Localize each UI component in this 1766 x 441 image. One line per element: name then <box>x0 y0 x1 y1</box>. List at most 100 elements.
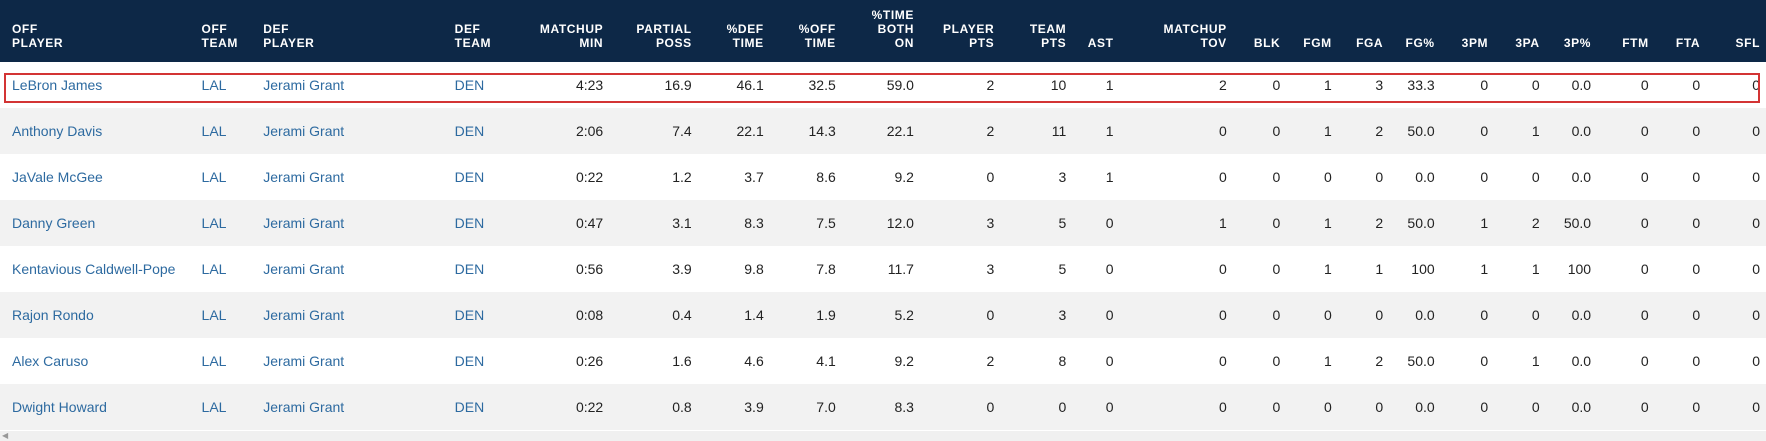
cell-off-player[interactable]: Rajon Rondo <box>12 307 94 323</box>
cell-player-pts: 0 <box>986 307 995 323</box>
cell-pct-def-time: 46.1 <box>736 77 764 93</box>
col-header-ftm[interactable]: FTM <box>1622 36 1649 50</box>
cell-def-team[interactable]: DEN <box>454 307 485 323</box>
cell-off-team[interactable]: LAL <box>201 77 227 93</box>
cell-fgm: 1 <box>1323 123 1332 139</box>
cell-3pm: 0 <box>1480 307 1489 323</box>
horizontal-scrollbar[interactable]: ◀ <box>0 431 1766 441</box>
cell-fga: 2 <box>1375 353 1384 369</box>
cell-off-team[interactable]: LAL <box>201 353 227 369</box>
cell-def-team[interactable]: DEN <box>454 399 485 415</box>
scroll-left-arrow-icon[interactable]: ◀ <box>2 431 9 440</box>
cell-pct-off-time: 7.5 <box>816 215 836 231</box>
col-header-ast[interactable]: AST <box>1087 36 1114 50</box>
cell-off-player[interactable]: Alex Caruso <box>12 353 89 369</box>
cell-fga: 0 <box>1375 307 1384 323</box>
cell-off-team[interactable]: LAL <box>201 215 227 231</box>
col-header-pct-time-both-on[interactable]: %TIME BOTH ON <box>871 8 914 50</box>
cell-def-player[interactable]: Jerami Grant <box>263 215 345 231</box>
cell-matchup-tov: 1 <box>1219 215 1227 231</box>
cell-3pa: 1 <box>1531 261 1540 277</box>
cell-fta: 0 <box>1692 77 1701 93</box>
cell-fg-pct: 33.3 <box>1407 77 1435 93</box>
cell-fg-pct: 0.0 <box>1415 307 1435 323</box>
col-header-sfl[interactable]: SFL <box>1735 36 1760 50</box>
cell-fga: 3 <box>1375 77 1384 93</box>
col-header-fgm[interactable]: FGM <box>1303 36 1332 50</box>
col-header-fta[interactable]: FTA <box>1675 36 1701 50</box>
cell-matchup-tov: 2 <box>1219 77 1227 93</box>
cell-blk: 0 <box>1272 123 1281 139</box>
cell-def-player[interactable]: Jerami Grant <box>263 399 345 415</box>
cell-off-team[interactable]: LAL <box>201 261 227 277</box>
cell-def-player[interactable]: Jerami Grant <box>263 307 345 323</box>
cell-off-team[interactable]: LAL <box>201 307 227 323</box>
col-header-partial-poss[interactable]: PARTIAL POSS <box>636 22 692 50</box>
col-header-pct-off-time[interactable]: %OFF TIME <box>798 22 836 50</box>
col-header-pct-def-time[interactable]: %DEF TIME <box>726 22 764 50</box>
col-header-def-player[interactable]: DEF PLAYER <box>263 22 315 50</box>
col-header-3pa[interactable]: 3PA <box>1515 36 1540 50</box>
cell-ast: 0 <box>1105 399 1114 415</box>
cell-matchup-min: 0:56 <box>575 261 604 277</box>
cell-off-player[interactable]: JaVale McGee <box>12 169 103 185</box>
col-header-3pm[interactable]: 3PM <box>1461 36 1489 50</box>
col-header-fga[interactable]: FGA <box>1356 36 1384 50</box>
cell-def-team[interactable]: DEN <box>454 123 485 139</box>
cell-ast: 0 <box>1105 215 1114 231</box>
cell-off-team[interactable]: LAL <box>201 169 227 185</box>
col-header-blk[interactable]: BLK <box>1253 36 1281 50</box>
cell-team-pts: 5 <box>1058 215 1067 231</box>
cell-def-player[interactable]: Jerami Grant <box>263 261 345 277</box>
cell-def-team[interactable]: DEN <box>454 77 485 93</box>
cell-def-player[interactable]: Jerami Grant <box>263 169 345 185</box>
cell-3p-pct: 0.0 <box>1571 77 1592 93</box>
cell-def-team[interactable]: DEN <box>454 169 485 185</box>
cell-ftm: 0 <box>1640 123 1649 139</box>
col-header-player-pts[interactable]: PLAYER PTS <box>943 22 995 50</box>
cell-fgm: 0 <box>1323 399 1332 415</box>
col-header-matchup-tov[interactable]: MATCHUP TOV <box>1163 22 1227 50</box>
cell-pct-off-time: 14.3 <box>808 123 836 139</box>
cell-player-pts: 2 <box>986 77 995 93</box>
cell-def-player[interactable]: Jerami Grant <box>263 353 345 369</box>
col-header-fg-pct[interactable]: FG% <box>1405 36 1435 50</box>
cell-def-player[interactable]: Jerami Grant <box>263 123 345 139</box>
cell-matchup-min: 0:26 <box>575 353 604 369</box>
cell-def-team[interactable]: DEN <box>454 215 485 231</box>
cell-off-player[interactable]: Dwight Howard <box>12 399 107 415</box>
cell-matchup-tov: 0 <box>1219 169 1227 185</box>
cell-3pm: 1 <box>1480 261 1489 277</box>
col-header-matchup-min[interactable]: MATCHUP MIN <box>539 22 604 50</box>
cell-sfl: 0 <box>1752 77 1760 93</box>
cell-partial-poss: 1.2 <box>672 169 692 185</box>
cell-def-player[interactable]: Jerami Grant <box>263 77 345 93</box>
cell-3pm: 1 <box>1480 215 1489 231</box>
cell-fgm: 0 <box>1323 307 1332 323</box>
col-header-3p-pct[interactable]: 3P% <box>1563 36 1592 50</box>
cell-matchup-tov: 0 <box>1219 261 1227 277</box>
cell-pct-off-time: 7.8 <box>816 261 836 277</box>
col-header-off-player[interactable]: OFF PLAYER <box>12 22 64 50</box>
cell-partial-poss: 0.8 <box>672 399 692 415</box>
col-header-def-team[interactable]: DEF TEAM <box>454 22 492 50</box>
col-header-team-pts[interactable]: TEAM PTS <box>1029 22 1067 50</box>
cell-player-pts: 3 <box>986 261 995 277</box>
cell-off-team[interactable]: LAL <box>201 399 227 415</box>
cell-3pm: 0 <box>1480 169 1489 185</box>
cell-partial-poss: 7.4 <box>672 123 692 139</box>
col-header-off-team[interactable]: OFF TEAM <box>201 22 238 50</box>
cell-fg-pct: 0.0 <box>1415 169 1435 185</box>
cell-off-team[interactable]: LAL <box>201 123 227 139</box>
cell-matchup-min: 0:22 <box>575 169 604 185</box>
cell-ast: 0 <box>1105 353 1114 369</box>
cell-3p-pct: 0.0 <box>1571 169 1592 185</box>
cell-def-team[interactable]: DEN <box>454 261 485 277</box>
cell-def-team[interactable]: DEN <box>454 353 485 369</box>
cell-3pm: 0 <box>1480 353 1489 369</box>
cell-off-player[interactable]: Kentavious Caldwell-Pope <box>12 261 176 277</box>
cell-off-player[interactable]: Anthony Davis <box>12 123 103 139</box>
cell-blk: 0 <box>1272 307 1281 323</box>
cell-off-player[interactable]: Danny Green <box>12 215 96 231</box>
cell-off-player[interactable]: LeBron James <box>12 77 103 93</box>
